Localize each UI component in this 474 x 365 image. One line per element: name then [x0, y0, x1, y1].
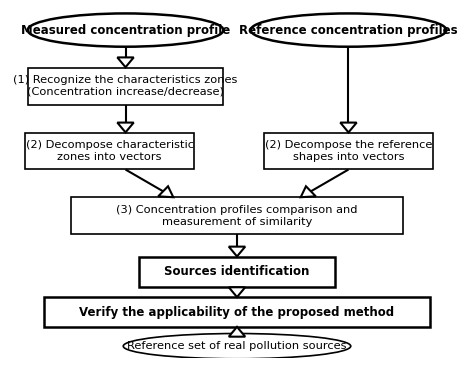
Polygon shape — [158, 186, 173, 197]
Text: (3) Concentration profiles comparison and
measurement of similarity: (3) Concentration profiles comparison an… — [116, 205, 358, 227]
Polygon shape — [301, 186, 316, 197]
Text: Verify the applicability of the proposed method: Verify the applicability of the proposed… — [80, 306, 394, 319]
FancyBboxPatch shape — [27, 68, 223, 104]
Text: (1) Recognize the characteristics zones
(Concentration increase/decrease): (1) Recognize the characteristics zones … — [13, 75, 237, 97]
Text: Reference set of real pollution sources: Reference set of real pollution sources — [127, 341, 347, 351]
Ellipse shape — [27, 14, 223, 47]
FancyBboxPatch shape — [139, 257, 335, 287]
Text: (2) Decompose the reference
shapes into vectors: (2) Decompose the reference shapes into … — [265, 140, 432, 162]
FancyBboxPatch shape — [26, 132, 194, 169]
Text: (2) Decompose characteristic
zones into vectors: (2) Decompose characteristic zones into … — [26, 140, 193, 162]
Text: Sources identification: Sources identification — [164, 265, 310, 278]
FancyBboxPatch shape — [71, 197, 403, 234]
FancyBboxPatch shape — [44, 297, 430, 327]
Polygon shape — [118, 123, 134, 132]
Polygon shape — [229, 327, 245, 337]
Text: Measured concentration profile: Measured concentration profile — [21, 24, 230, 36]
Polygon shape — [229, 247, 245, 257]
FancyBboxPatch shape — [264, 132, 433, 169]
Text: Reference concentration profiles: Reference concentration profiles — [239, 24, 458, 36]
Polygon shape — [229, 287, 245, 297]
Polygon shape — [340, 123, 356, 132]
Ellipse shape — [123, 334, 351, 359]
Polygon shape — [118, 57, 134, 67]
Ellipse shape — [251, 14, 447, 47]
